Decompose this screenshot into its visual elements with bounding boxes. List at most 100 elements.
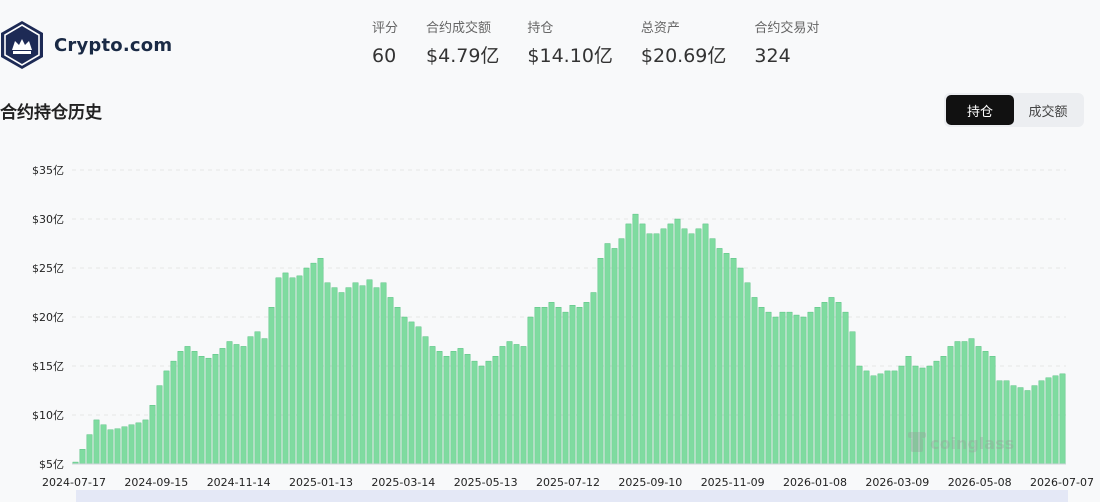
bar xyxy=(681,228,688,465)
bar xyxy=(450,351,457,465)
x-tick-label: 2024-07-17 xyxy=(42,476,106,489)
bar xyxy=(100,424,107,465)
toggle-volume[interactable]: 成交额 xyxy=(1028,104,1068,120)
stat-label: 合约交易对 xyxy=(754,21,820,36)
x-tick-label: 2025-03-14 xyxy=(371,476,435,489)
bar xyxy=(674,218,681,465)
toggle-open-interest[interactable]: 持仓 xyxy=(946,95,1014,125)
bar xyxy=(331,287,338,465)
x-tick-label: 2024-11-14 xyxy=(207,476,271,489)
bar xyxy=(800,316,807,465)
bar xyxy=(114,428,121,465)
bar xyxy=(709,238,716,465)
stat-value: $4.79亿 xyxy=(426,45,500,67)
bar xyxy=(702,223,709,465)
x-tick-label: 2025-05-13 xyxy=(454,476,518,489)
bar xyxy=(492,355,499,465)
bar xyxy=(415,326,422,465)
bar xyxy=(786,311,793,465)
bar xyxy=(240,346,247,465)
bar xyxy=(226,341,233,465)
stat-value: 60 xyxy=(372,45,397,67)
bar xyxy=(527,316,534,465)
bar xyxy=(695,228,702,465)
stat-label: 合约成交额 xyxy=(426,21,492,36)
bar xyxy=(163,370,170,465)
bar xyxy=(520,346,527,465)
bar xyxy=(282,272,289,465)
bar xyxy=(464,354,471,465)
bar xyxy=(338,292,345,465)
x-tick-label: 2026-01-08 xyxy=(783,476,847,489)
bar xyxy=(688,233,695,465)
bar xyxy=(835,302,842,465)
bar xyxy=(751,297,758,465)
bar xyxy=(597,257,604,465)
bar xyxy=(793,314,800,465)
stat-pairs: 合约交易对 324 xyxy=(754,20,819,68)
bar xyxy=(429,346,436,465)
bar xyxy=(569,305,576,465)
bar xyxy=(422,336,429,465)
x-tick-label: 2025-01-13 xyxy=(289,476,353,489)
bar xyxy=(891,370,898,465)
bar xyxy=(268,306,275,465)
bar xyxy=(296,275,303,465)
bar xyxy=(863,370,870,465)
bar xyxy=(737,267,744,465)
range-navigator[interactable] xyxy=(76,490,1068,502)
bar xyxy=(744,282,751,465)
y-axis-ticks: $5亿 $10亿 $15亿 $20亿 $25亿 $30亿 $35亿 xyxy=(32,164,64,471)
chart-grid xyxy=(72,169,1066,416)
bar xyxy=(779,311,786,465)
bar xyxy=(478,365,485,465)
x-tick-label: 2025-09-10 xyxy=(618,476,682,489)
bar xyxy=(359,285,366,465)
bar xyxy=(254,331,261,465)
y-tick-label: $35亿 xyxy=(32,164,64,177)
bar xyxy=(541,306,548,465)
bar xyxy=(184,346,191,465)
bar xyxy=(142,419,149,465)
bar xyxy=(443,355,450,465)
stats-bar: 评分 60 合约成交额 $4.79亿 持仓 $14.10亿 总资产 $20.69… xyxy=(372,20,847,68)
bar xyxy=(219,348,226,465)
x-tick-label: 2026-03-09 xyxy=(865,476,929,489)
bar xyxy=(135,422,142,465)
stat-value: $20.69亿 xyxy=(640,45,727,67)
bar xyxy=(842,311,849,465)
bar xyxy=(667,223,674,465)
bar xyxy=(275,277,282,465)
bar xyxy=(1024,390,1031,465)
x-tick-label: 2026-05-08 xyxy=(948,476,1012,489)
bar xyxy=(856,365,863,465)
bar xyxy=(233,344,240,465)
stat-label: 持仓 xyxy=(527,21,554,36)
stat-open-interest: 持仓 $14.10亿 xyxy=(527,20,612,68)
bar xyxy=(149,404,156,465)
bar xyxy=(373,287,380,465)
bar xyxy=(303,267,310,465)
open-interest-chart: $5亿$10亿$15亿$20亿$25亿$30亿$35亿 2024-07-17 20… xyxy=(32,164,1094,489)
bar xyxy=(247,336,254,465)
bar xyxy=(758,306,765,465)
bar xyxy=(436,351,443,465)
stat-label: 总资产 xyxy=(640,21,680,36)
stat-value: $14.10亿 xyxy=(527,45,613,67)
bar xyxy=(548,302,555,465)
y-tick-label: $20亿 xyxy=(32,311,64,324)
bar xyxy=(730,257,737,465)
bar xyxy=(905,355,912,465)
bar xyxy=(821,302,828,465)
bar xyxy=(408,321,415,465)
chart-bars xyxy=(72,213,1066,465)
bar xyxy=(625,223,632,465)
x-axis-ticks: 2024-07-17 2024-09-15 2024-11-14 2025-01-13… xyxy=(42,476,1094,489)
stat-label: 评分 xyxy=(372,21,399,36)
bar xyxy=(317,257,324,465)
bar xyxy=(457,348,464,465)
chart-mode-toggle: 持仓 成交额 xyxy=(944,93,1084,127)
bar xyxy=(261,338,268,465)
brand[interactable]: Crypto.com xyxy=(0,20,172,70)
y-tick-label: $5亿 xyxy=(39,458,64,471)
